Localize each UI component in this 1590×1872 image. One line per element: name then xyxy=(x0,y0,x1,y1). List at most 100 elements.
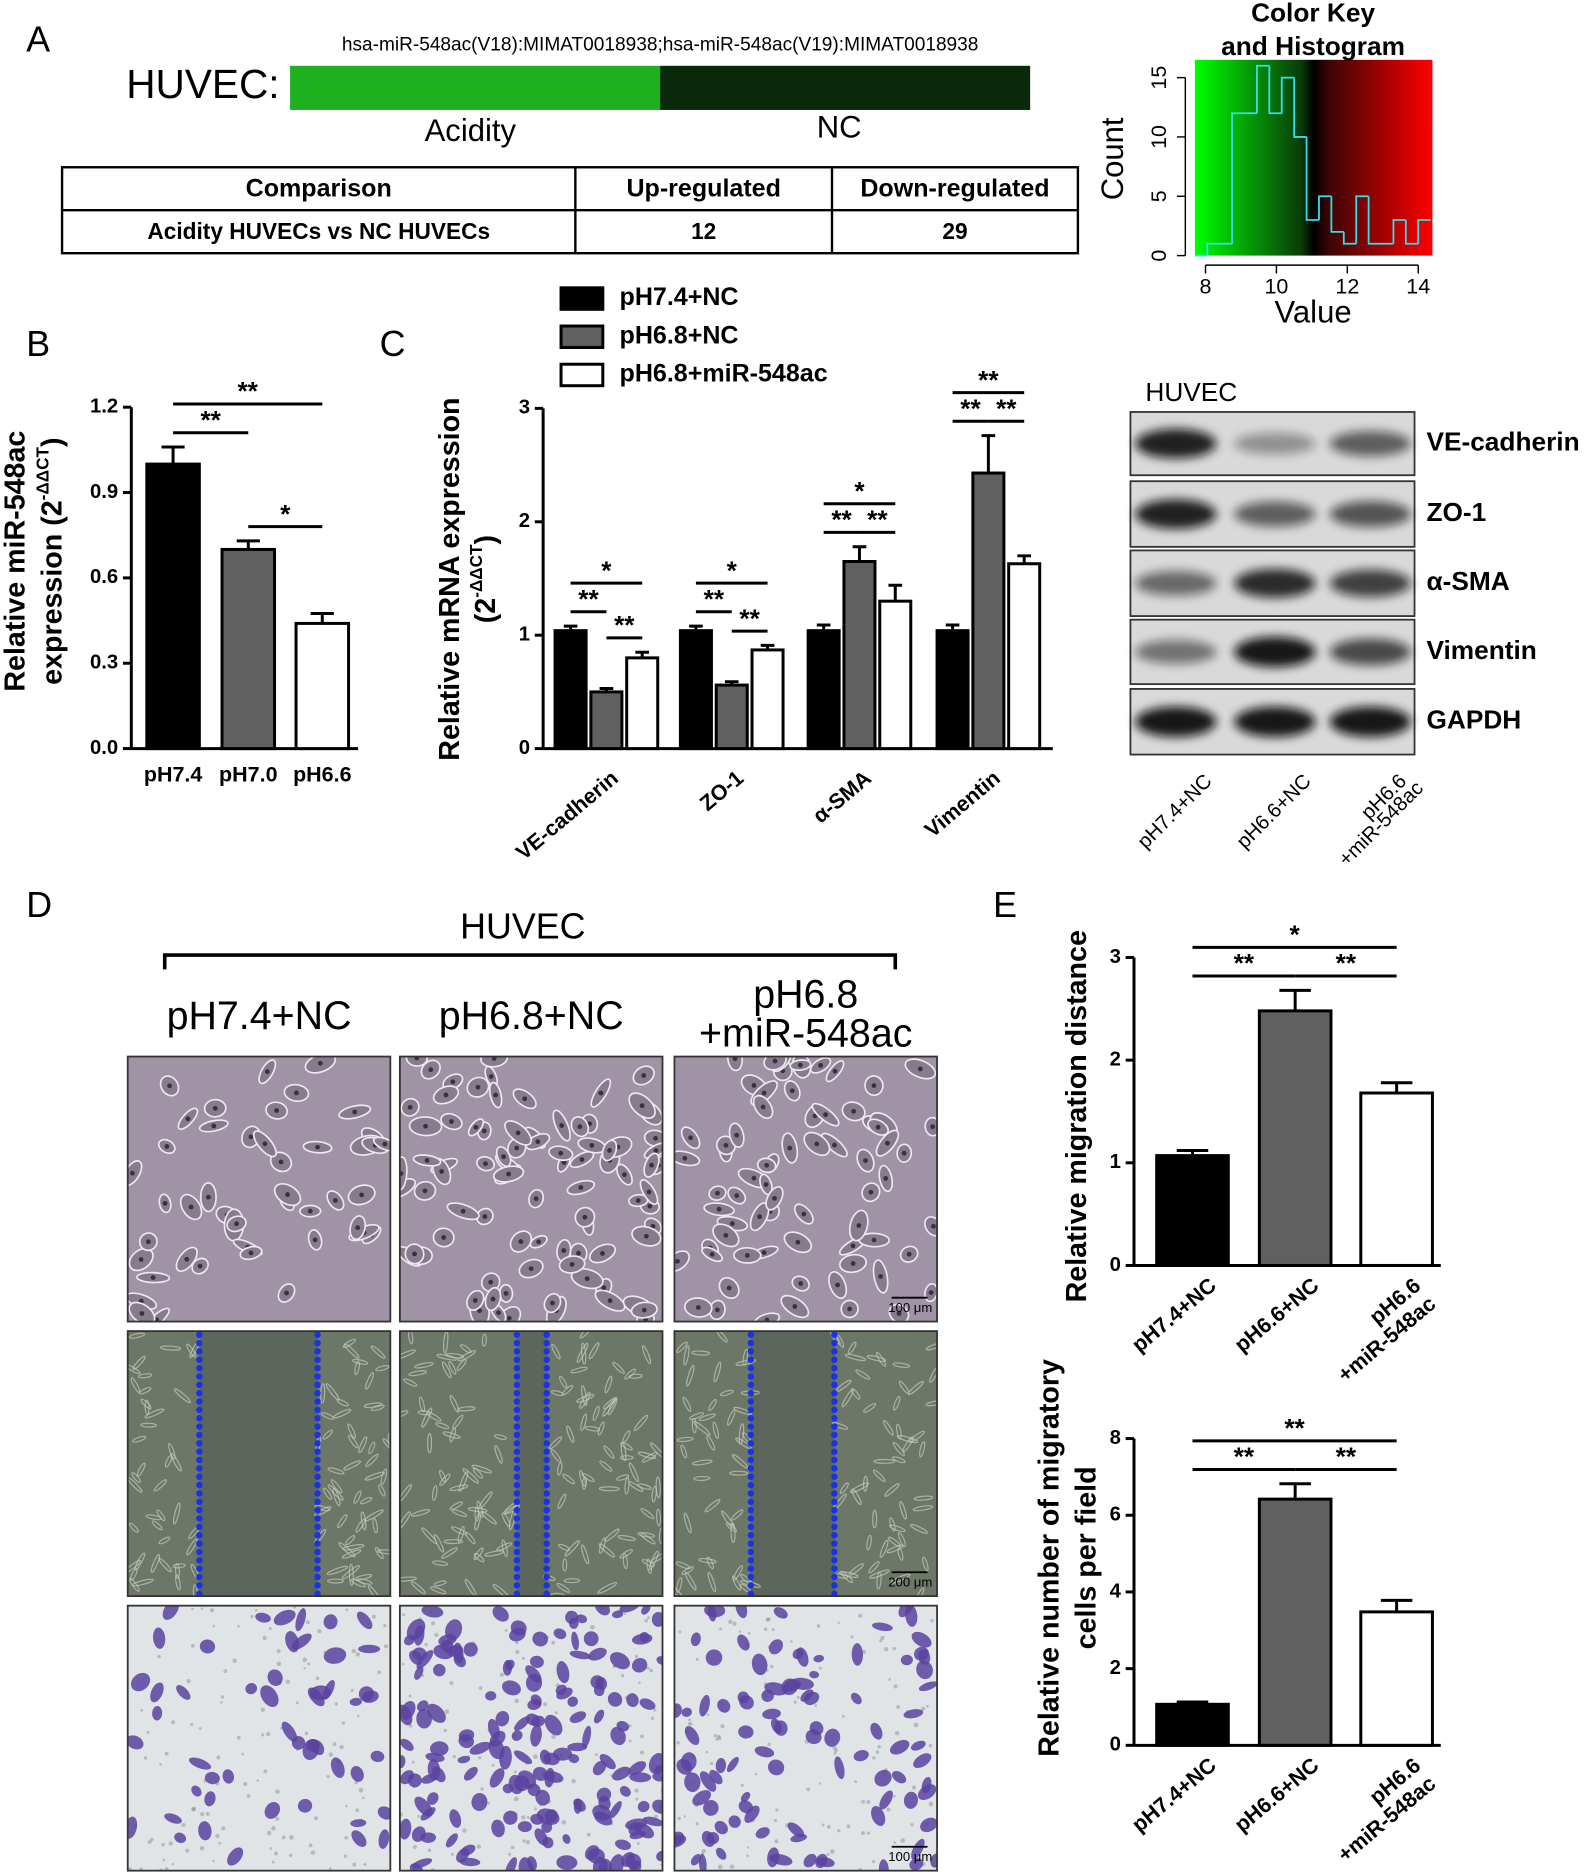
cell xyxy=(628,1462,640,1483)
cell-nucleus xyxy=(576,1250,581,1256)
stained-cell xyxy=(463,1766,478,1781)
stained-cell xyxy=(307,1687,325,1707)
bar xyxy=(589,690,624,751)
wound-edge-dot xyxy=(831,1557,838,1564)
y-tick-label: 3 xyxy=(1110,946,1121,968)
speck xyxy=(361,1796,365,1800)
speck xyxy=(636,1842,640,1846)
histogram-step xyxy=(1342,231,1357,245)
stained-cell xyxy=(583,1631,599,1647)
cell xyxy=(551,1343,561,1360)
cell-nucleus xyxy=(414,1056,420,1061)
cell xyxy=(370,1345,386,1359)
cell-nucleus xyxy=(649,1162,654,1168)
group-label: NC xyxy=(817,109,862,144)
speck xyxy=(705,1750,709,1754)
cell-nucleus xyxy=(550,1300,555,1306)
wound-edge-dot xyxy=(831,1540,838,1547)
wound-edge-dot xyxy=(314,1389,321,1397)
speck xyxy=(334,1702,339,1706)
stained-cell xyxy=(517,1821,532,1833)
speck xyxy=(533,1754,538,1760)
cell-nucleus xyxy=(726,1285,732,1291)
stained-cell xyxy=(485,1691,497,1701)
significance-label: ** xyxy=(1336,948,1357,978)
wound-edge-dot xyxy=(513,1364,521,1372)
significance-label: ** xyxy=(237,376,258,406)
stained-cell xyxy=(198,1821,212,1841)
speck xyxy=(220,1695,225,1699)
cell-nucleus xyxy=(850,1243,856,1249)
y-tick-label: 2 xyxy=(1110,1049,1121,1071)
cell xyxy=(408,1370,427,1377)
cell-nucleus xyxy=(184,1256,190,1262)
wound-edge-dot xyxy=(747,1548,755,1556)
wound-edge-dot xyxy=(747,1523,755,1531)
stained-cell xyxy=(699,1771,717,1792)
speck xyxy=(487,1801,491,1805)
y-axis-label: Relative miR-548ac xyxy=(0,431,31,692)
histogram-step xyxy=(1305,136,1319,221)
cell-nucleus xyxy=(423,1123,428,1129)
wound-edge-dot xyxy=(196,1490,203,1497)
speck xyxy=(829,1849,835,1854)
speck xyxy=(371,1614,376,1619)
cell xyxy=(688,1412,705,1421)
blot-band xyxy=(1135,428,1217,459)
x-tick-label: pH7.4 xyxy=(144,763,203,787)
stained-cell xyxy=(598,1795,611,1811)
stained-cell xyxy=(502,1680,521,1696)
stained-cell xyxy=(191,1785,202,1797)
scale-bar-label: 100 μm xyxy=(888,1300,932,1315)
cell-nucleus xyxy=(818,1063,823,1068)
wound-edge-dot xyxy=(747,1373,755,1380)
y-axis-label-part: Relative miR-548ac xyxy=(0,431,31,692)
wound-edge-dot xyxy=(314,1498,321,1506)
stained-cell xyxy=(674,1703,682,1719)
cell xyxy=(851,1488,862,1506)
cell-nucleus xyxy=(518,1239,524,1244)
stained-cell xyxy=(796,1647,809,1667)
wound-edge-dot xyxy=(831,1498,838,1506)
wound-edge-dot xyxy=(513,1532,521,1539)
wound-edge-dot xyxy=(543,1573,550,1581)
cell xyxy=(494,1444,503,1464)
wound-edge-dot xyxy=(831,1506,838,1514)
speck xyxy=(491,1763,495,1767)
speck xyxy=(272,1860,275,1864)
wound-edge-dot xyxy=(314,1440,321,1447)
wound-edge-dot xyxy=(831,1490,838,1497)
speck xyxy=(911,1785,917,1790)
y-axis-label-part: (2 xyxy=(470,598,502,623)
cell-nucleus xyxy=(558,1150,564,1156)
cell xyxy=(330,1479,343,1494)
cell xyxy=(597,1582,618,1594)
cell xyxy=(872,1469,886,1483)
speck xyxy=(276,1661,282,1667)
stained-cell xyxy=(458,1734,475,1749)
wound-edge-dot xyxy=(196,1573,203,1581)
wound-edge-dot xyxy=(513,1490,521,1497)
cell xyxy=(451,1509,468,1517)
wound-edge-dot xyxy=(196,1473,203,1480)
wound-edge-dot xyxy=(831,1364,838,1372)
cell-nucleus xyxy=(443,1092,449,1098)
speck xyxy=(452,1755,456,1759)
cell-nucleus xyxy=(607,1148,612,1153)
cell xyxy=(581,1476,588,1490)
cell-nucleus xyxy=(856,1223,862,1228)
significance-label: ** xyxy=(867,505,888,535)
wound-edge-dot xyxy=(196,1331,203,1338)
speck xyxy=(427,1848,432,1853)
cell xyxy=(377,1549,391,1555)
cell xyxy=(655,1508,662,1527)
speck xyxy=(328,1752,334,1757)
cell xyxy=(640,1508,655,1520)
speck xyxy=(332,1742,337,1747)
y-axis-label-part: Relative migration distance xyxy=(1060,930,1092,1302)
wound-edge-dot xyxy=(747,1506,755,1514)
speck xyxy=(833,1751,837,1755)
cell xyxy=(622,1430,631,1443)
wound-gap xyxy=(516,1331,547,1597)
stained-cell xyxy=(762,1708,781,1720)
